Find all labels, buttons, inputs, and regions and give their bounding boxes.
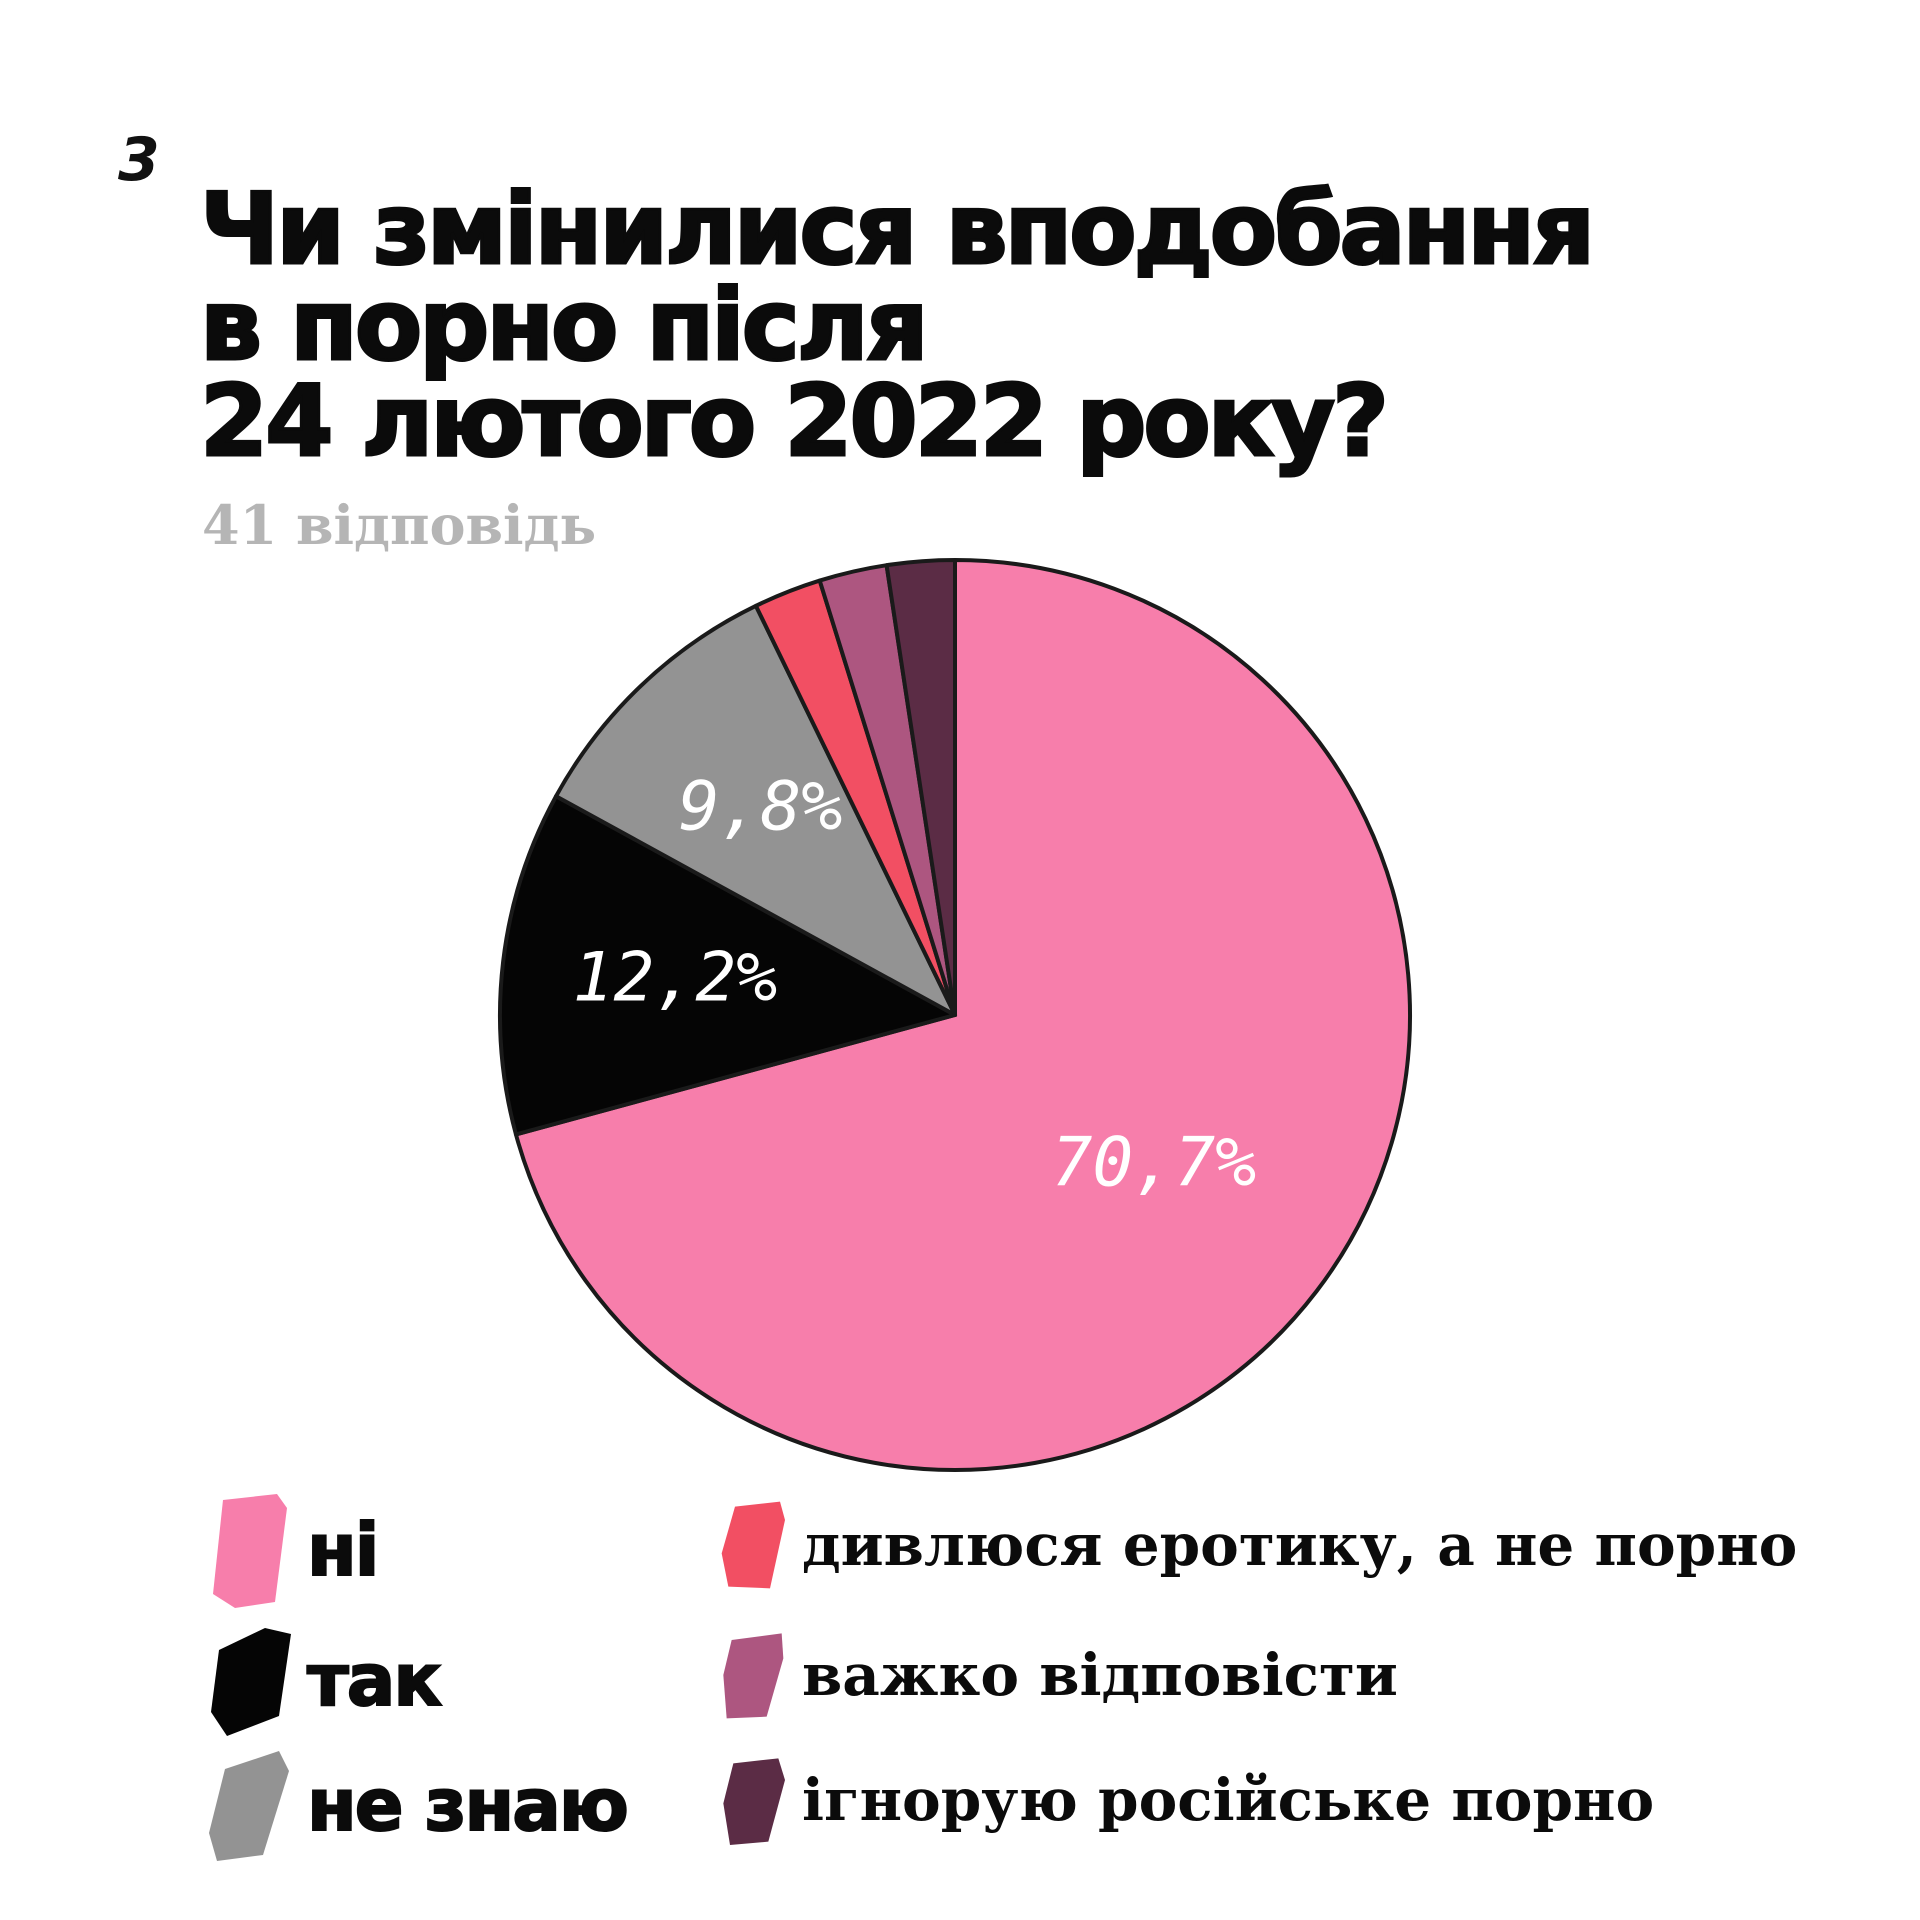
legend-item-ni: ні: [205, 1490, 380, 1610]
slice-value-label-2: 9,8%: [679, 767, 843, 846]
slice-value-label-1: 12,2%: [573, 938, 778, 1017]
legend-swatch-icon: [723, 1758, 785, 1845]
legend-item-ne-znayu: не знаю: [205, 1745, 630, 1865]
legend-label: не знаю: [306, 1762, 630, 1848]
legend-swatch-icon: [721, 1501, 785, 1589]
legend-label: важко відповісти: [802, 1641, 1398, 1709]
legend-swatch-icon: [723, 1633, 784, 1719]
legend-label: ігнорую російське порно: [802, 1766, 1655, 1834]
pie-chart: 70,7% 12,2% 9,8%: [498, 558, 1412, 1472]
pie-slice-5: [884, 558, 957, 1017]
legend-label: так: [306, 1637, 443, 1723]
page-number: 3: [118, 125, 160, 195]
legend-swatch-icon: [209, 1751, 289, 1861]
legend-label: ні: [306, 1507, 380, 1593]
legend-item-erotyka: дивлюся еротику, а не порно: [715, 1490, 1797, 1600]
legend-label: дивлюся еротику, а не порно: [802, 1511, 1798, 1579]
pie-slice-0: [513, 558, 1412, 1472]
response-count: 41 відповідь: [202, 493, 597, 557]
legend-swatch-icon: [211, 1628, 291, 1736]
legend-item-tak: так: [205, 1620, 443, 1740]
legend-item-vazhko: важко відповісти: [715, 1620, 1398, 1730]
pie-slice-2: [554, 603, 957, 1017]
legend-item-ignoruyu: ігнорую російське порно: [715, 1745, 1654, 1855]
slice-value-label-0: 70,7%: [1051, 1123, 1256, 1202]
legend-swatch-icon: [213, 1494, 287, 1608]
chart-title: Чи змінилися вподобання в порно після 24…: [199, 173, 1597, 479]
pie-slice-1: [498, 794, 957, 1137]
